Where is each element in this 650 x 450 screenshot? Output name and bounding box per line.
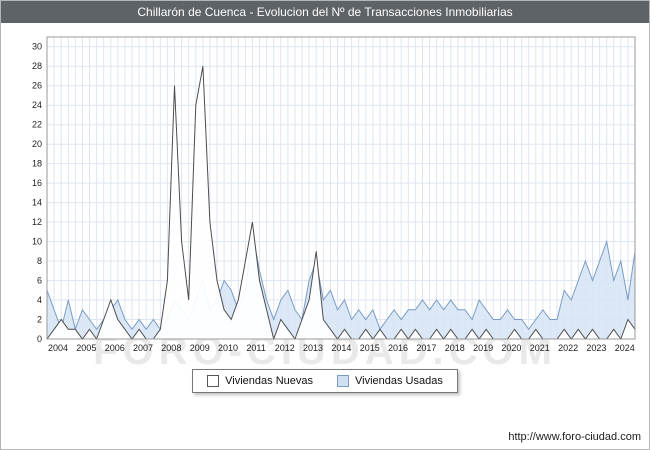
svg-text:22: 22: [32, 120, 42, 130]
svg-text:2012: 2012: [275, 343, 295, 353]
series-line-1: [46, 231, 636, 332]
svg-text:2020: 2020: [501, 343, 521, 353]
svg-text:18: 18: [32, 159, 42, 169]
svg-text:2007: 2007: [133, 343, 153, 353]
svg-text:2016: 2016: [388, 343, 408, 353]
svg-text:2014: 2014: [331, 343, 351, 353]
foro-ciudad-link[interactable]: http://www.foro-ciudad.com: [508, 431, 641, 443]
chart-title-bar: Chillarón de Cuenca - Evolucion del Nº d…: [1, 1, 649, 23]
usadas-swatch-icon: [337, 375, 349, 387]
legend-row: Viviendas Nuevas Viviendas Usadas: [1, 369, 649, 393]
svg-text:2021: 2021: [530, 343, 550, 353]
svg-text:24: 24: [32, 100, 42, 110]
svg-text:14: 14: [32, 198, 42, 208]
svg-text:2011: 2011: [246, 343, 265, 353]
series-line-0: [46, 66, 636, 341]
svg-text:10: 10: [32, 237, 42, 247]
legend-item-viviendas-usadas[interactable]: Viviendas Usadas: [337, 375, 443, 387]
svg-text:2017: 2017: [416, 343, 436, 353]
nuevas-swatch-icon: [207, 375, 220, 387]
svg-text:2015: 2015: [360, 343, 380, 353]
svg-text:2010: 2010: [218, 343, 238, 353]
svg-text:12: 12: [32, 217, 42, 227]
legend: Viviendas Nuevas Viviendas Usadas: [192, 369, 458, 393]
svg-text:2006: 2006: [105, 343, 125, 353]
series-area-0: [47, 66, 635, 339]
svg-text:20: 20: [32, 139, 42, 149]
svg-text:4: 4: [37, 295, 42, 305]
plot-area: [46, 36, 636, 341]
svg-text:30: 30: [32, 42, 42, 52]
svg-text:2024: 2024: [615, 343, 635, 353]
x-axis-labels: 2004 2005 2006 2007 2008 2009 2010 2011 2012 2013…: [48, 343, 635, 353]
svg-text:16: 16: [32, 178, 42, 188]
svg-text:2018: 2018: [445, 343, 465, 353]
legend-label-usadas: Viviendas Usadas: [355, 375, 443, 387]
svg-text:2019: 2019: [473, 343, 493, 353]
svg-text:8: 8: [37, 256, 42, 266]
svg-text:2005: 2005: [76, 343, 96, 353]
svg-text:0: 0: [37, 334, 42, 344]
svg-text:28: 28: [32, 61, 42, 71]
svg-text:2: 2: [37, 315, 42, 325]
svg-text:2023: 2023: [586, 343, 606, 353]
legend-item-viviendas-nuevas[interactable]: Viviendas Nuevas: [207, 375, 313, 387]
chart-title: Chillarón de Cuenca - Evolucion del Nº d…: [137, 5, 513, 19]
svg-text:2022: 2022: [558, 343, 578, 353]
svg-text:2009: 2009: [190, 343, 210, 353]
svg-text:26: 26: [32, 81, 42, 91]
svg-text:2008: 2008: [161, 343, 181, 353]
svg-text:6: 6: [37, 276, 42, 286]
svg-text:2013: 2013: [303, 343, 323, 353]
svg-text:2004: 2004: [48, 343, 68, 353]
legend-label-nuevas: Viviendas Nuevas: [225, 375, 313, 387]
